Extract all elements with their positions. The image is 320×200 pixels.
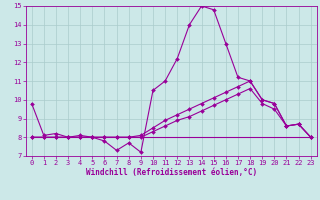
X-axis label: Windchill (Refroidissement éolien,°C): Windchill (Refroidissement éolien,°C) xyxy=(86,168,257,177)
